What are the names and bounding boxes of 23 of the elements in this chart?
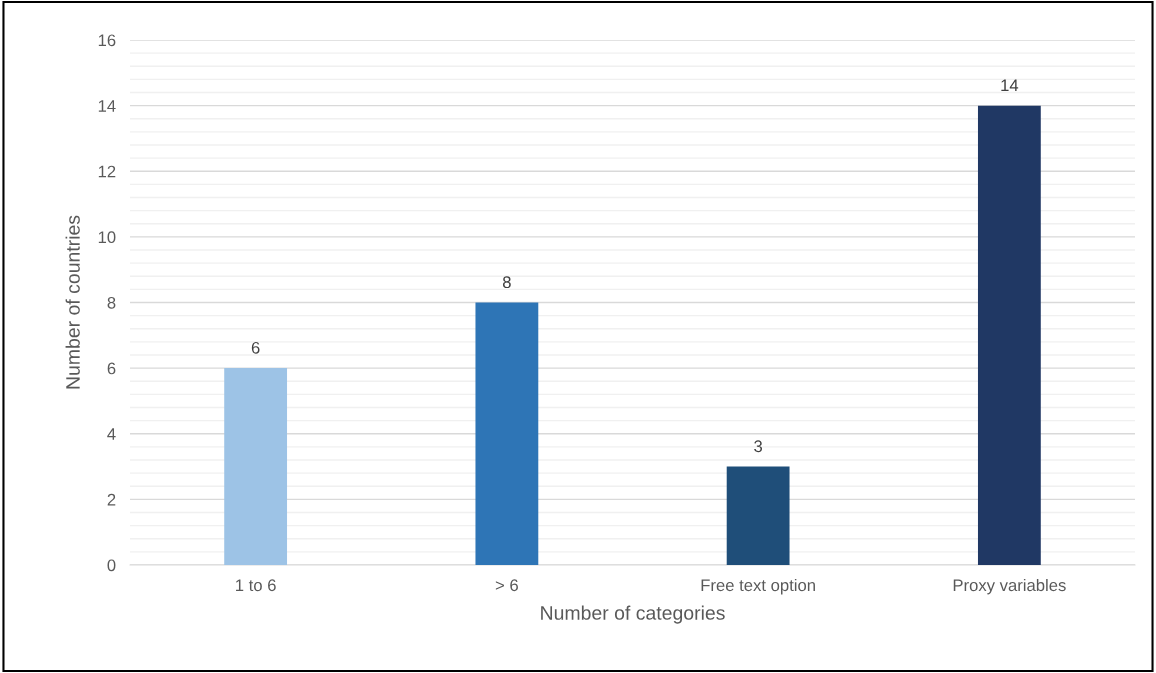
x-tick-label: Free text option: [701, 578, 815, 595]
bar: [977, 105, 1041, 565]
data-label: 14: [1001, 79, 1019, 92]
y-tick-label: 0: [107, 559, 116, 572]
x-tick-label: Proxy variables: [953, 578, 1066, 595]
y-tick-label: 12: [98, 165, 116, 178]
bar: [475, 302, 539, 565]
x-tick-label: 1 to 6: [236, 579, 276, 592]
data-label: 8: [502, 276, 511, 289]
y-tick-label: 10: [98, 231, 116, 244]
y-tick-label: 2: [107, 493, 116, 506]
y-axis-title: Number of countries: [65, 215, 80, 389]
bar: [726, 466, 790, 565]
bar: [224, 368, 288, 565]
data-label: 3: [754, 440, 763, 453]
y-tick-label: 14: [98, 100, 116, 112]
x-tick-label: > 6: [495, 579, 518, 592]
x-axis-title: Number of categories: [541, 605, 725, 624]
y-tick-label: 8: [107, 296, 116, 309]
y-tick-label: 4: [107, 428, 116, 440]
y-tick-label: 16: [98, 34, 116, 47]
y-tick-label: 6: [107, 362, 116, 375]
data-label: 6: [251, 341, 260, 354]
